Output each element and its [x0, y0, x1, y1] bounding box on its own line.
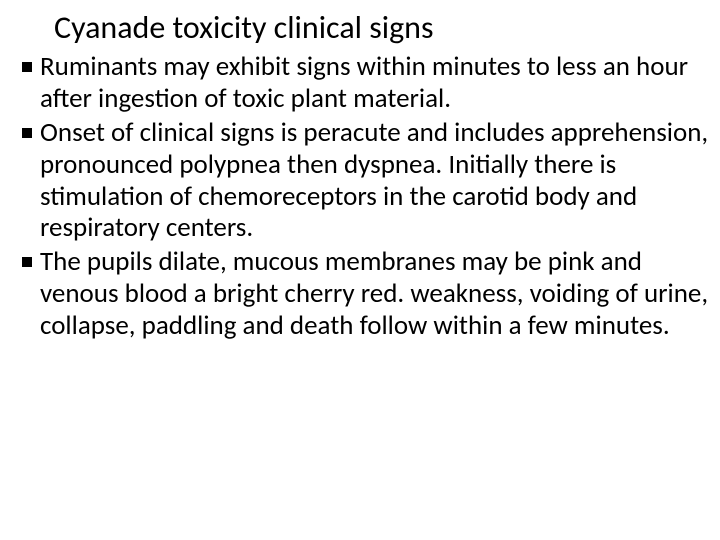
- bullet-list: Ruminants may exhibit signs within minut…: [18, 51, 712, 342]
- list-item: The pupils dilate, mucous membranes may …: [18, 246, 712, 342]
- list-item: Onset of clinical signs is peracute and …: [18, 117, 712, 244]
- list-item: Ruminants may exhibit signs within minut…: [18, 51, 712, 115]
- slide: Cyanade toxicity clinical signs Ruminant…: [0, 0, 720, 540]
- slide-body: Ruminants may exhibit signs within minut…: [0, 51, 720, 342]
- slide-title: Cyanade toxicity clinical signs: [54, 10, 720, 45]
